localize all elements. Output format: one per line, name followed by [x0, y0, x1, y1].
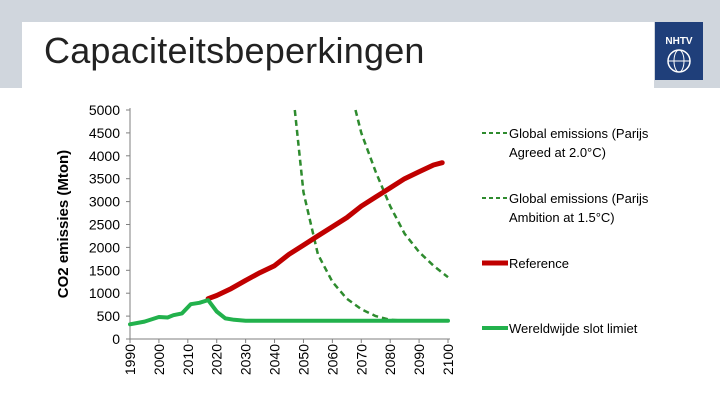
x-tick-label: 2090 [411, 344, 427, 375]
x-tick-label: 2010 [180, 344, 196, 375]
legend-label-wereldwijde-slot-limiet: Wereldwijde slot limiet [509, 321, 638, 336]
y-tick-label: 1000 [89, 285, 120, 301]
x-tick-label: 2080 [382, 344, 398, 375]
x-tick-label: 1990 [122, 344, 138, 375]
chart-axes [129, 108, 450, 340]
x-tick-label: 2040 [267, 344, 283, 375]
y-tick-label: 4000 [89, 148, 120, 164]
x-tick-label: 2060 [324, 344, 340, 375]
y-tick-labels: 0 500 1000 1500 2000 2500 3000 3500 4000 4500 5000 [89, 102, 130, 347]
series-line-global-emissions-parijs-agreed-at-2-0-c [293, 109, 448, 322]
y-tick-label: 3500 [89, 171, 120, 187]
x-tick-label: 2000 [151, 344, 167, 375]
legend-label-global-emissions-parijs-agreed-at-2-0-c: Global emissions (Parijs Agreed at 2.0°C) [509, 126, 649, 160]
x-tick-labels: 1990 2000 2010 2020 2030 2040 2050 2060 2070 2080… [122, 339, 456, 375]
nhtv-logo: NHTV [655, 22, 703, 80]
x-tick-label: 2070 [353, 344, 369, 375]
x-tick-label: 2050 [295, 344, 311, 375]
y-tick-label: 4500 [89, 125, 120, 141]
series-line-wereldwijde-slot-limiet [128, 298, 450, 327]
title-card [22, 22, 654, 88]
x-tick-label: 2100 [440, 344, 456, 375]
series-line-reference [205, 160, 445, 302]
y-tick-label: 1500 [89, 262, 120, 278]
series-line-global-emissions-parijs-ambition-at-1-5-c [354, 109, 449, 279]
y-tick-label: 0 [112, 331, 120, 347]
y-tick-label: 500 [97, 308, 121, 324]
y-axis-label: CO2 emissies (Mton) [55, 150, 72, 298]
y-tick-label: 5000 [89, 102, 120, 118]
chart-legend: Global emissions (Parijs Agreed at 2.0°C)… [482, 126, 649, 336]
y-tick-label: 2500 [89, 217, 120, 233]
y-tick-label: 3000 [89, 194, 120, 210]
page-title: Capaciteitsbeperkingen [44, 30, 425, 71]
x-tick-label: 2030 [238, 344, 254, 375]
series-lines [128, 109, 450, 327]
logo-background [655, 22, 703, 80]
y-tick-label: 2000 [89, 239, 120, 255]
logo-text: NHTV [665, 36, 693, 47]
x-tick-label: 2020 [209, 344, 225, 375]
legend-label-global-emissions-parijs-ambition-at-1-5-c: Global emissions (Parijs Ambition at 1.5°… [509, 191, 649, 225]
legend-label-reference: Reference [509, 256, 569, 271]
